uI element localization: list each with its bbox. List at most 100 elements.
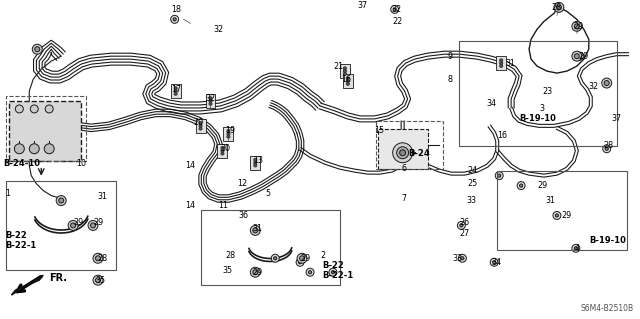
Text: 31: 31 — [252, 224, 262, 233]
Circle shape — [344, 67, 346, 70]
Circle shape — [32, 44, 42, 54]
Text: B-19-10: B-19-10 — [519, 115, 556, 123]
Circle shape — [300, 256, 305, 261]
Circle shape — [44, 144, 54, 154]
Bar — [497, 171, 627, 250]
Text: 22: 22 — [393, 17, 403, 26]
Text: FR.: FR. — [49, 273, 67, 283]
Circle shape — [221, 152, 224, 155]
Circle shape — [517, 182, 525, 189]
Text: 8: 8 — [447, 75, 452, 84]
Circle shape — [399, 150, 406, 156]
Circle shape — [45, 105, 53, 113]
Circle shape — [250, 267, 260, 277]
Bar — [196, 119, 205, 133]
Text: 30: 30 — [220, 144, 230, 153]
Circle shape — [59, 198, 63, 203]
Circle shape — [603, 145, 611, 153]
Circle shape — [397, 147, 408, 159]
Text: 10: 10 — [76, 159, 86, 168]
Circle shape — [557, 6, 561, 9]
Text: 15: 15 — [374, 126, 384, 135]
Text: 29: 29 — [252, 268, 262, 277]
Circle shape — [461, 257, 464, 260]
Circle shape — [573, 22, 581, 30]
Circle shape — [199, 122, 202, 124]
Circle shape — [572, 21, 582, 31]
Circle shape — [70, 223, 76, 228]
Circle shape — [604, 81, 609, 85]
Text: 33: 33 — [452, 254, 463, 263]
Text: 36: 36 — [238, 211, 248, 220]
Text: 29: 29 — [537, 181, 547, 190]
Circle shape — [250, 226, 260, 235]
Circle shape — [15, 105, 23, 113]
Circle shape — [498, 174, 500, 177]
Circle shape — [500, 59, 502, 62]
Circle shape — [393, 8, 396, 11]
Circle shape — [346, 79, 349, 83]
Text: 14: 14 — [186, 201, 196, 210]
Circle shape — [274, 257, 276, 260]
Text: B-19-10: B-19-10 — [589, 236, 626, 245]
Text: 24: 24 — [467, 166, 477, 175]
Circle shape — [298, 261, 301, 264]
Circle shape — [554, 3, 564, 12]
Circle shape — [209, 97, 212, 100]
Text: 29: 29 — [73, 218, 83, 227]
Circle shape — [390, 5, 399, 13]
Text: 17: 17 — [171, 85, 180, 93]
Circle shape — [603, 79, 611, 87]
Circle shape — [495, 172, 503, 180]
Bar — [340, 64, 350, 78]
Text: 6: 6 — [402, 164, 406, 173]
Circle shape — [520, 184, 523, 187]
Circle shape — [572, 51, 582, 61]
Bar — [376, 121, 444, 169]
Text: 12: 12 — [237, 179, 248, 188]
Circle shape — [29, 144, 39, 154]
Text: 25: 25 — [467, 179, 477, 188]
Bar — [223, 127, 234, 141]
Circle shape — [221, 146, 224, 150]
Circle shape — [227, 135, 230, 138]
Text: 29: 29 — [561, 211, 571, 220]
Circle shape — [490, 258, 498, 266]
Text: 11: 11 — [218, 201, 228, 210]
Text: 19: 19 — [225, 126, 236, 135]
Circle shape — [574, 24, 579, 29]
Bar — [6, 181, 116, 270]
Text: 32: 32 — [589, 82, 599, 91]
Circle shape — [174, 87, 177, 90]
Text: 28: 28 — [97, 254, 107, 263]
Circle shape — [605, 147, 608, 150]
Text: 35: 35 — [223, 266, 232, 275]
Text: 31: 31 — [97, 192, 107, 201]
Circle shape — [344, 72, 346, 75]
Circle shape — [199, 124, 202, 127]
Circle shape — [68, 220, 78, 230]
Circle shape — [227, 130, 230, 132]
Text: 23: 23 — [542, 86, 552, 95]
Text: B-22: B-22 — [5, 231, 27, 240]
Circle shape — [555, 4, 563, 11]
Text: B-22: B-22 — [322, 261, 344, 270]
Text: 5: 5 — [265, 189, 270, 198]
Circle shape — [296, 258, 304, 266]
Text: 13: 13 — [253, 156, 263, 165]
Text: 21: 21 — [333, 62, 343, 70]
Circle shape — [556, 214, 559, 217]
Circle shape — [56, 196, 66, 205]
Circle shape — [460, 224, 463, 227]
Circle shape — [14, 144, 24, 154]
Circle shape — [500, 64, 502, 67]
Text: 31: 31 — [505, 59, 515, 68]
Circle shape — [605, 81, 608, 85]
Text: 3: 3 — [539, 104, 544, 114]
Circle shape — [174, 90, 177, 93]
Circle shape — [173, 18, 176, 21]
Text: S6M4-B2510B: S6M4-B2510B — [580, 304, 634, 313]
Text: B-24: B-24 — [408, 149, 430, 158]
Text: 16: 16 — [341, 75, 351, 84]
Circle shape — [93, 253, 103, 263]
